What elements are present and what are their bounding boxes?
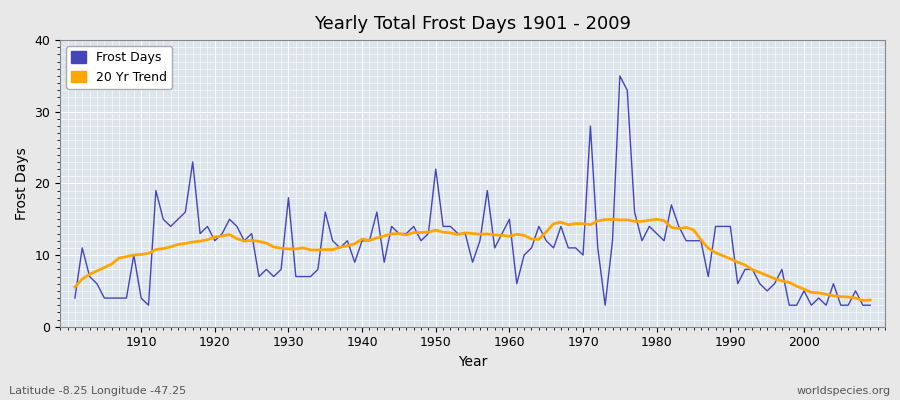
X-axis label: Year: Year (458, 355, 487, 369)
Text: worldspecies.org: worldspecies.org (796, 386, 891, 396)
Legend: Frost Days, 20 Yr Trend: Frost Days, 20 Yr Trend (67, 46, 173, 89)
Title: Yearly Total Frost Days 1901 - 2009: Yearly Total Frost Days 1901 - 2009 (314, 15, 631, 33)
Text: Latitude -8.25 Longitude -47.25: Latitude -8.25 Longitude -47.25 (9, 386, 186, 396)
Y-axis label: Frost Days: Frost Days (15, 147, 29, 220)
